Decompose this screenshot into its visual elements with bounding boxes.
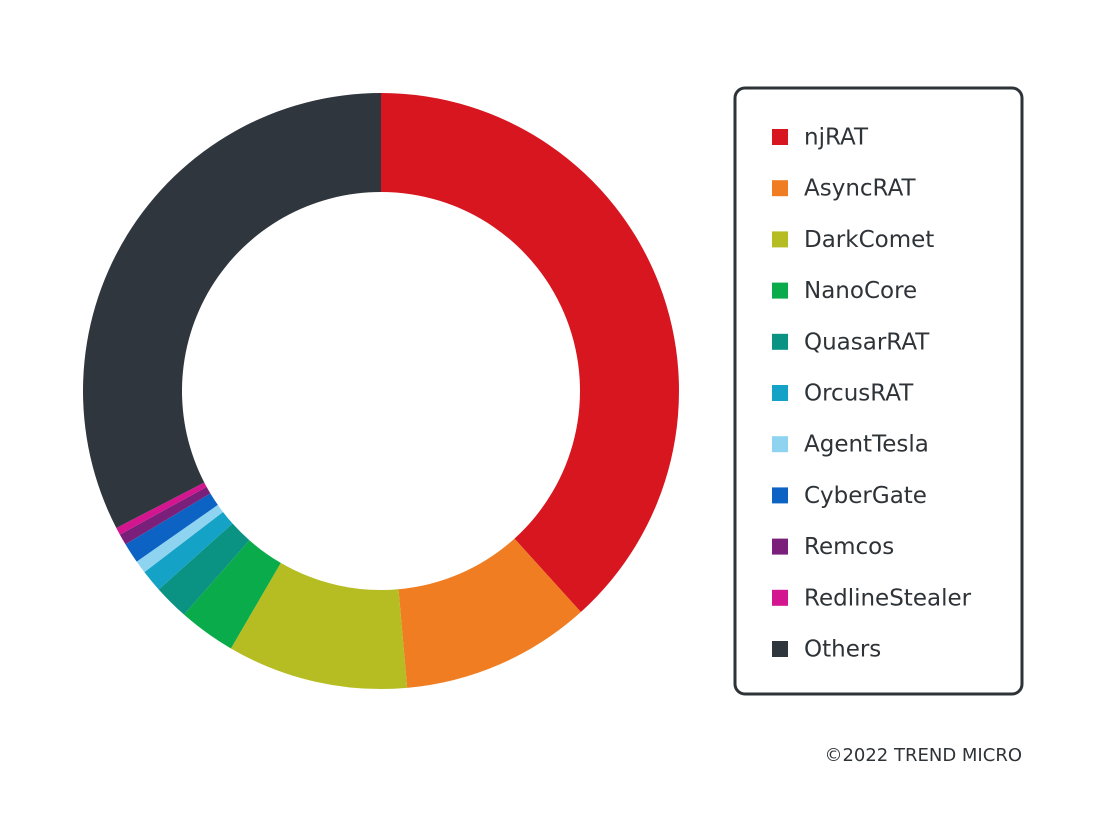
legend-label: AgentTesla: [804, 432, 929, 458]
legend-swatch: [772, 180, 788, 197]
slice: [183, 540, 281, 649]
slice: [116, 482, 207, 535]
legend-swatch: [772, 436, 788, 453]
legend-label: CyberGate: [804, 483, 927, 509]
legend: njRAT AsyncRAT DarkComet NanoCore QuasarRAT O…: [772, 125, 972, 663]
legend-label: Others: [804, 637, 881, 663]
legend-swatch: [772, 129, 788, 145]
slice: [136, 504, 223, 573]
legend-box: [733, 86, 1024, 696]
legend-label: AsyncRAT: [804, 176, 917, 202]
legend-label: NanoCore: [804, 278, 917, 304]
slice: [230, 562, 408, 689]
slice: [158, 523, 250, 615]
legend-swatch: [772, 589, 788, 606]
legend-label: Remcos: [804, 534, 894, 560]
legend-swatch: [772, 641, 788, 657]
legend-swatch: [772, 385, 788, 401]
slice: [119, 486, 211, 545]
legend-swatch: [772, 282, 788, 299]
slice: [144, 511, 233, 590]
legend-label: DarkComet: [804, 227, 934, 253]
slice: [381, 93, 680, 613]
legend-label: OrcusRAT: [804, 381, 914, 407]
donut: [83, 93, 680, 689]
legend-label: RedlineStealer: [804, 585, 972, 611]
slice: [398, 538, 581, 688]
legend-swatch: [772, 538, 788, 555]
footer: ©2022 TREND MICRO: [824, 745, 1022, 766]
slice: [125, 493, 218, 562]
legend-swatch: [772, 231, 788, 248]
legend-label: QuasarRAT: [804, 329, 930, 355]
legend-swatch: [772, 487, 788, 504]
legend-swatch: [772, 333, 788, 350]
legend-label: njRAT: [804, 125, 869, 151]
slice: [83, 93, 382, 528]
